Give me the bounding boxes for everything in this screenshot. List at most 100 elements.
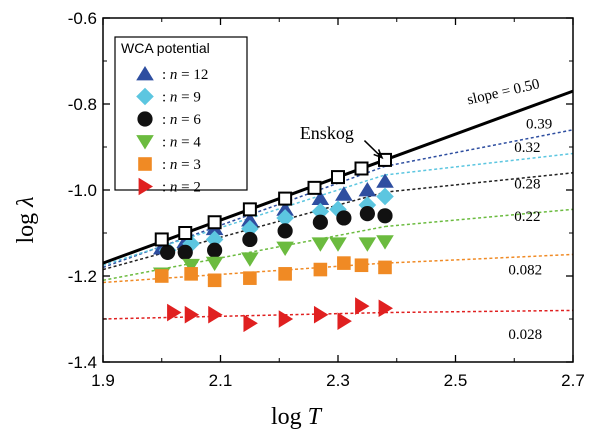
- data-point: [378, 299, 393, 318]
- data-point: [167, 303, 182, 322]
- data-point: [329, 237, 347, 252]
- legend-marker: [137, 111, 153, 127]
- enskog-label: Enskog: [300, 123, 354, 143]
- legend-label: : n = 3: [162, 157, 201, 173]
- data-point: [311, 202, 330, 221]
- data-point: [359, 206, 375, 222]
- data-point: [207, 215, 222, 230]
- data-point: [278, 310, 294, 328]
- data-point: [358, 196, 377, 214]
- slope-value-label: 0.22: [514, 209, 540, 225]
- slope-value-label: 0.028: [508, 327, 542, 343]
- data-point: [337, 256, 351, 270]
- legend-marker: [138, 177, 153, 196]
- data-markers: [152, 152, 394, 333]
- data-point: [154, 232, 169, 247]
- data-point: [354, 161, 369, 176]
- data-point: [242, 231, 258, 248]
- x-tick-label: 1.9: [91, 371, 115, 390]
- data-point: [242, 202, 257, 217]
- data-point: [277, 223, 293, 239]
- legend-label: : n = 6: [162, 112, 201, 128]
- data-point: [358, 237, 377, 252]
- extended-fit-line-2: [384, 172, 574, 193]
- legend-marker: [136, 66, 154, 81]
- data-point: [177, 244, 193, 260]
- data-point: [182, 258, 200, 274]
- x-tick-label: 2.3: [326, 371, 350, 390]
- slope-value-label: 0.39: [526, 116, 552, 132]
- extended-fit-line-1: [384, 152, 574, 176]
- data-point: [243, 314, 258, 333]
- slope-value-label: 0.082: [508, 263, 542, 279]
- data-point: [377, 208, 393, 224]
- data-point: [205, 230, 224, 249]
- legend-label: : n = 4: [162, 135, 201, 151]
- y-tick-label: -1.0: [68, 181, 97, 200]
- data-point: [278, 267, 292, 281]
- y-tick-label: -1.2: [68, 267, 97, 286]
- slope-value-label: 0.32: [514, 140, 540, 156]
- extended-fit-line-4: [384, 253, 574, 264]
- extended-fit-line-5: [384, 309, 574, 314]
- data-point: [335, 186, 353, 201]
- data-point: [307, 180, 322, 195]
- legend: WCA potential : n = 12 : n = 9 : n = 6 : n …: [114, 36, 248, 196]
- data-point: [276, 201, 294, 216]
- data-point: [378, 260, 392, 275]
- slope-value-label: 0.28: [514, 177, 540, 193]
- data-point: [354, 258, 369, 273]
- data-point: [358, 182, 377, 197]
- data-point: [207, 242, 223, 258]
- legend-label: : n = 12: [162, 67, 208, 83]
- data-point: [311, 237, 330, 252]
- legend-label: : n = 9: [162, 90, 201, 106]
- data-point: [276, 209, 294, 227]
- data-point: [178, 226, 193, 240]
- data-point: [276, 241, 294, 257]
- data-point: [376, 187, 394, 206]
- x-tick-label: 2.7: [561, 371, 585, 390]
- data-point: [278, 191, 293, 206]
- data-point: [336, 210, 352, 226]
- enskog-arrow-head: [373, 149, 384, 160]
- legend-box: [114, 36, 248, 191]
- y-tick-label: -1.4: [68, 353, 97, 372]
- data-point: [241, 219, 259, 238]
- axis-ticks: 1.9 2.1 2.3 2.5 2.7 -0.6 -0.8 -1.0 -1.2 -1.4: [68, 9, 585, 390]
- data-point: [355, 297, 370, 315]
- legend-marker: [136, 87, 154, 106]
- data-point: [241, 252, 259, 267]
- x-tick-label: 2.5: [444, 371, 468, 390]
- extended-fit-line-3: [384, 208, 574, 228]
- data-point: [243, 271, 257, 285]
- slope-label: slope = 0.50: [466, 76, 542, 108]
- data-point: [208, 305, 223, 324]
- x-tick-label: 2.1: [209, 371, 233, 390]
- data-point: [160, 244, 176, 260]
- data-point: [311, 190, 330, 205]
- data-point: [313, 305, 329, 324]
- data-point: [376, 235, 394, 250]
- data-point: [205, 256, 224, 272]
- data-point: [312, 214, 328, 230]
- data-point: [376, 173, 394, 188]
- data-point: [331, 170, 345, 185]
- data-point: [184, 305, 200, 324]
- data-point: [313, 262, 328, 277]
- data-point: [337, 312, 352, 330]
- legend-label: : n = 2: [162, 180, 201, 196]
- enskog-arrow-line: [363, 140, 383, 159]
- y-axis-title: log λ: [13, 196, 39, 243]
- extended-fit-line-0: [384, 129, 574, 168]
- y-tick-label: -0.6: [68, 9, 97, 28]
- data-point: [154, 269, 169, 283]
- legend-marker: [136, 135, 154, 150]
- data-point: [241, 212, 259, 227]
- legend-title: WCA potential: [121, 40, 210, 56]
- legend-marker: [138, 157, 152, 171]
- y-tick-label: -0.8: [68, 95, 97, 114]
- data-point: [184, 267, 198, 281]
- x-axis-title: log T: [271, 404, 323, 430]
